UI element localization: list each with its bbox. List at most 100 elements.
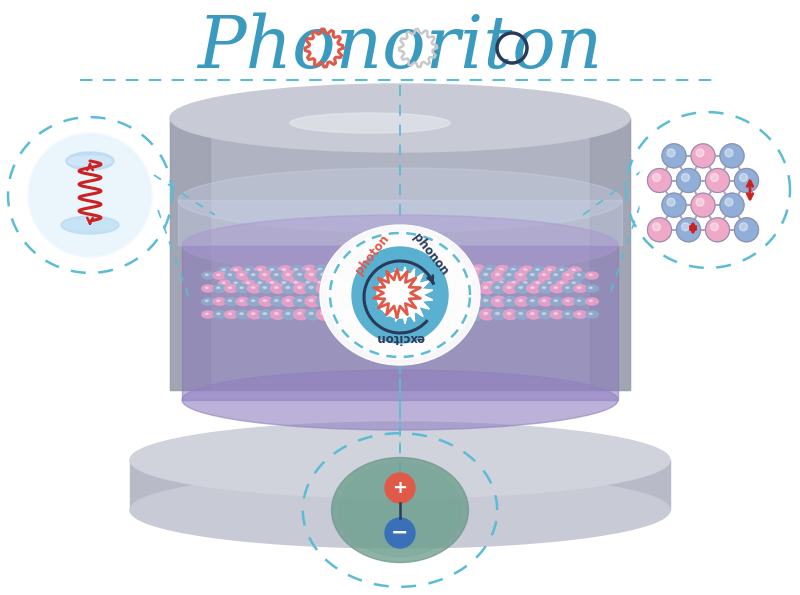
Ellipse shape bbox=[572, 269, 575, 271]
Ellipse shape bbox=[542, 287, 546, 289]
Ellipse shape bbox=[402, 299, 406, 302]
Circle shape bbox=[677, 218, 701, 242]
Ellipse shape bbox=[562, 311, 575, 318]
Ellipse shape bbox=[247, 271, 262, 280]
Ellipse shape bbox=[339, 296, 356, 308]
Ellipse shape bbox=[362, 282, 379, 295]
Ellipse shape bbox=[63, 220, 117, 230]
Ellipse shape bbox=[228, 287, 232, 289]
Ellipse shape bbox=[290, 265, 305, 275]
Ellipse shape bbox=[258, 269, 262, 271]
Circle shape bbox=[677, 168, 701, 193]
Ellipse shape bbox=[294, 270, 309, 281]
Ellipse shape bbox=[421, 295, 438, 308]
Circle shape bbox=[706, 168, 730, 193]
Polygon shape bbox=[170, 118, 210, 390]
Ellipse shape bbox=[515, 271, 530, 280]
Ellipse shape bbox=[317, 309, 332, 320]
Ellipse shape bbox=[338, 265, 354, 277]
Circle shape bbox=[667, 198, 675, 206]
Ellipse shape bbox=[182, 215, 618, 275]
Ellipse shape bbox=[499, 281, 503, 283]
Ellipse shape bbox=[495, 299, 499, 302]
Ellipse shape bbox=[314, 265, 330, 276]
Ellipse shape bbox=[342, 281, 346, 283]
Ellipse shape bbox=[202, 298, 214, 305]
Circle shape bbox=[734, 218, 758, 242]
Ellipse shape bbox=[437, 299, 441, 302]
Ellipse shape bbox=[354, 281, 358, 283]
Ellipse shape bbox=[554, 274, 558, 275]
Text: Phonoriton: Phonoriton bbox=[198, 12, 602, 83]
Ellipse shape bbox=[328, 296, 344, 308]
Ellipse shape bbox=[321, 299, 325, 302]
Ellipse shape bbox=[589, 287, 592, 289]
Ellipse shape bbox=[532, 279, 546, 288]
Circle shape bbox=[385, 518, 415, 548]
Ellipse shape bbox=[589, 300, 592, 302]
Ellipse shape bbox=[310, 286, 313, 289]
Ellipse shape bbox=[278, 266, 293, 275]
Ellipse shape bbox=[236, 271, 250, 280]
Ellipse shape bbox=[483, 265, 498, 275]
Ellipse shape bbox=[589, 274, 592, 275]
Ellipse shape bbox=[432, 295, 449, 308]
Ellipse shape bbox=[328, 283, 344, 295]
Ellipse shape bbox=[240, 313, 243, 315]
Ellipse shape bbox=[426, 273, 430, 275]
Ellipse shape bbox=[566, 274, 569, 275]
Ellipse shape bbox=[236, 311, 250, 319]
Ellipse shape bbox=[460, 312, 465, 315]
Ellipse shape bbox=[550, 284, 564, 293]
Ellipse shape bbox=[426, 281, 430, 283]
Ellipse shape bbox=[397, 308, 414, 321]
Circle shape bbox=[696, 198, 704, 206]
Ellipse shape bbox=[472, 286, 476, 289]
Ellipse shape bbox=[225, 311, 238, 318]
Ellipse shape bbox=[274, 274, 278, 275]
Ellipse shape bbox=[530, 300, 534, 302]
Ellipse shape bbox=[484, 299, 488, 302]
Ellipse shape bbox=[507, 274, 511, 275]
Ellipse shape bbox=[213, 298, 226, 305]
Ellipse shape bbox=[390, 268, 394, 271]
Ellipse shape bbox=[557, 267, 570, 274]
Ellipse shape bbox=[390, 299, 394, 302]
Ellipse shape bbox=[130, 422, 670, 498]
Ellipse shape bbox=[305, 296, 321, 307]
Ellipse shape bbox=[569, 280, 582, 287]
Ellipse shape bbox=[526, 284, 541, 293]
Text: +: + bbox=[393, 479, 407, 497]
Ellipse shape bbox=[362, 308, 379, 321]
Ellipse shape bbox=[426, 312, 430, 315]
Ellipse shape bbox=[414, 312, 418, 315]
Ellipse shape bbox=[550, 271, 564, 280]
Ellipse shape bbox=[278, 279, 293, 288]
Ellipse shape bbox=[344, 273, 348, 275]
Ellipse shape bbox=[414, 281, 418, 283]
Ellipse shape bbox=[538, 284, 553, 293]
Ellipse shape bbox=[519, 274, 522, 275]
Ellipse shape bbox=[217, 300, 220, 302]
Ellipse shape bbox=[282, 283, 297, 293]
Ellipse shape bbox=[507, 287, 511, 289]
Polygon shape bbox=[378, 267, 433, 323]
Ellipse shape bbox=[306, 281, 310, 283]
Ellipse shape bbox=[449, 299, 453, 302]
Ellipse shape bbox=[386, 295, 403, 308]
Ellipse shape bbox=[410, 264, 427, 277]
Ellipse shape bbox=[438, 268, 442, 271]
Ellipse shape bbox=[544, 267, 558, 274]
Ellipse shape bbox=[566, 313, 569, 315]
Circle shape bbox=[30, 135, 150, 255]
Ellipse shape bbox=[446, 278, 462, 289]
Ellipse shape bbox=[402, 286, 406, 289]
Ellipse shape bbox=[422, 277, 438, 290]
Ellipse shape bbox=[421, 282, 438, 295]
Ellipse shape bbox=[503, 309, 518, 320]
Ellipse shape bbox=[213, 285, 226, 292]
Ellipse shape bbox=[444, 308, 461, 321]
Circle shape bbox=[662, 144, 686, 168]
Ellipse shape bbox=[259, 284, 274, 293]
Ellipse shape bbox=[205, 300, 208, 302]
